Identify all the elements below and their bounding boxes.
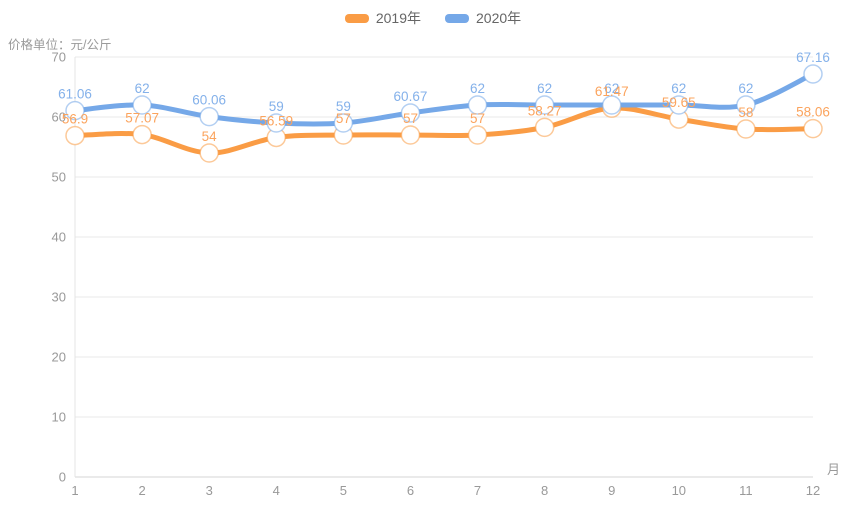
data-point-label-2020年: 62 bbox=[537, 81, 552, 96]
data-point-label-2019年: 57 bbox=[403, 111, 418, 126]
x-tick-label: 10 bbox=[672, 483, 686, 498]
data-point-marker-2020年[interactable] bbox=[199, 106, 219, 127]
data-point-label-2020年: 60.67 bbox=[394, 89, 428, 104]
x-tick-label: 3 bbox=[206, 483, 213, 498]
data-point-marker-2020年[interactable] bbox=[736, 95, 756, 115]
data-point-label-2019年: 54 bbox=[202, 129, 218, 144]
x-tick-label: 9 bbox=[608, 483, 615, 498]
data-point-label-2020年: 60.06 bbox=[192, 93, 226, 108]
x-tick-label: 6 bbox=[407, 483, 414, 498]
legend-label: 2020年 bbox=[476, 10, 522, 26]
data-point-marker-2019年[interactable] bbox=[400, 125, 421, 145]
legend-swatch-icon bbox=[445, 13, 469, 23]
data-point-marker-2019年[interactable] bbox=[199, 143, 219, 163]
data-point-label-2019年: 58.27 bbox=[528, 103, 562, 118]
x-tick-label: 1 bbox=[71, 483, 78, 498]
x-tick-label: 7 bbox=[474, 483, 481, 498]
x-tick-label: 5 bbox=[340, 483, 347, 498]
data-point-marker-2019年[interactable] bbox=[65, 125, 85, 146]
data-point-label-2019年: 57 bbox=[470, 111, 485, 126]
data-point-marker-2020年[interactable] bbox=[467, 95, 488, 115]
data-point-label-2019年: 57 bbox=[336, 111, 351, 126]
data-point-label-2020年: 59 bbox=[336, 99, 351, 114]
chart-legend: 2019年 2020年 bbox=[0, 8, 866, 28]
x-tick-label: 12 bbox=[806, 483, 820, 498]
x-axis-unit-label: 月 bbox=[827, 462, 840, 477]
y-tick-label: 70 bbox=[52, 50, 66, 65]
data-point-label-2020年: 59 bbox=[269, 99, 284, 114]
data-point-label-2019年: 57.07 bbox=[125, 111, 159, 126]
x-tick-label: 11 bbox=[739, 483, 753, 498]
data-point-label-2019年: 58 bbox=[738, 105, 753, 120]
data-point-marker-2020年[interactable] bbox=[601, 95, 622, 115]
x-tick-label: 2 bbox=[138, 483, 145, 498]
data-point-marker-2020年[interactable] bbox=[333, 113, 354, 133]
data-point-marker-2019年[interactable] bbox=[736, 119, 756, 139]
y-tick-label: 40 bbox=[52, 230, 66, 245]
y-tick-label: 0 bbox=[59, 470, 66, 485]
data-point-marker-2019年[interactable] bbox=[803, 118, 823, 139]
data-point-label-2019年: 61.47 bbox=[595, 84, 629, 99]
data-point-label-2019年: 56.59 bbox=[259, 113, 293, 128]
y-tick-label: 50 bbox=[52, 170, 66, 185]
legend-item-2019年[interactable]: 2019年 bbox=[344, 8, 421, 28]
x-tick-label: 4 bbox=[273, 483, 280, 498]
legend-item-2020年[interactable]: 2020年 bbox=[445, 8, 521, 28]
data-point-label-2020年: 67.16 bbox=[796, 50, 830, 65]
data-point-label-2020年: 62 bbox=[671, 81, 686, 96]
data-point-label-2019年: 56.9 bbox=[62, 112, 88, 127]
data-point-marker-2020年[interactable] bbox=[400, 103, 421, 123]
data-point-marker-2020年[interactable] bbox=[534, 95, 555, 115]
data-point-marker-2020年[interactable] bbox=[132, 95, 152, 115]
data-point-marker-2019年[interactable] bbox=[534, 117, 555, 138]
data-point-marker-2020年[interactable] bbox=[266, 113, 287, 133]
y-tick-label: 60 bbox=[52, 110, 66, 125]
data-point-marker-2020年[interactable] bbox=[803, 64, 823, 84]
data-point-label-2019年: 59.65 bbox=[662, 95, 696, 110]
y-tick-label: 20 bbox=[52, 350, 66, 365]
x-tick-label: 8 bbox=[541, 483, 548, 498]
data-point-label-2020年: 62 bbox=[604, 81, 619, 96]
data-point-label-2020年: 62 bbox=[135, 81, 150, 96]
data-point-marker-2019年[interactable] bbox=[132, 124, 152, 145]
y-axis-unit-label: 价格单位：元/公斤 bbox=[8, 38, 112, 52]
data-point-label-2020年: 61.06 bbox=[58, 87, 92, 102]
legend-label: 2019年 bbox=[375, 10, 421, 26]
y-tick-label: 10 bbox=[52, 410, 66, 425]
data-point-marker-2020年[interactable] bbox=[669, 95, 689, 115]
data-point-label-2019年: 58.06 bbox=[796, 105, 830, 120]
data-point-marker-2020年[interactable] bbox=[65, 100, 85, 121]
y-tick-label: 30 bbox=[52, 290, 66, 305]
legend-swatch-icon bbox=[344, 13, 369, 23]
data-point-marker-2019年[interactable] bbox=[467, 125, 488, 145]
data-point-label-2020年: 62 bbox=[470, 81, 485, 96]
data-point-label-2020年: 62 bbox=[738, 81, 753, 96]
